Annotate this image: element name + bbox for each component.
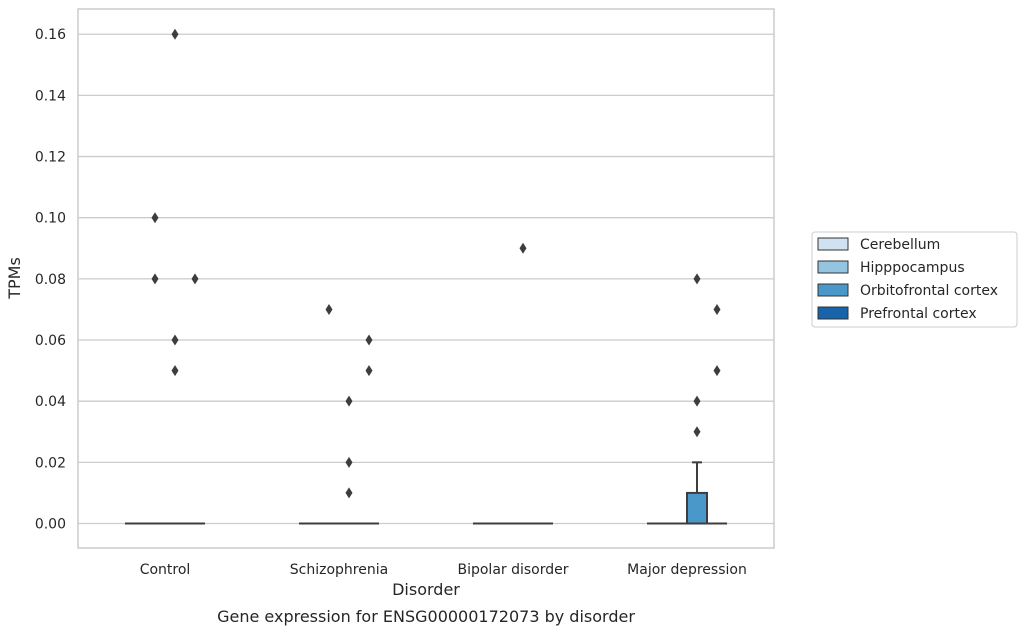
legend-label: Prefrontal cortex	[860, 306, 977, 322]
legend-item: Cerebellum	[817, 237, 940, 253]
y-tick-label: 0.08	[35, 272, 66, 288]
legend-item: Hipppocampus	[817, 260, 965, 276]
outlier-point	[693, 273, 701, 285]
legend-item: Prefrontal cortex	[817, 306, 977, 322]
x-axis-label: Disorder	[392, 580, 460, 599]
legend-swatch	[817, 237, 849, 251]
outlier-point	[171, 334, 179, 346]
boxes	[125, 461, 727, 525]
outlier-point	[345, 456, 353, 468]
legend-label: Hipppocampus	[860, 260, 965, 276]
x-tick-label: Schizophrenia	[290, 562, 388, 578]
outlier-point	[713, 303, 721, 315]
outlier-point	[713, 365, 721, 377]
y-axis-label: TPMs	[5, 257, 24, 300]
outlier-point	[151, 212, 159, 224]
chart-caption: Gene expression for ENSG00000172073 by d…	[217, 607, 635, 626]
y-tick-label: 0.04	[35, 394, 66, 410]
outlier-point	[325, 303, 333, 315]
box-body	[686, 491, 708, 525]
y-tick-label: 0.16	[35, 27, 66, 43]
outlier-point	[171, 28, 179, 40]
outlier-point	[345, 395, 353, 407]
legend-frame	[811, 231, 1018, 328]
legend-swatch	[817, 260, 849, 274]
x-tick-label: Bipolar disorder	[457, 562, 568, 578]
x-tick-label: Major depression	[627, 562, 747, 578]
outlier-point	[151, 273, 159, 285]
box-3-2	[686, 461, 708, 525]
x-tick-label: Control	[140, 562, 191, 578]
outlier-point	[693, 426, 701, 438]
legend-label: Orbitofrontal cortex	[860, 283, 998, 299]
y-tick-label: 0.06	[35, 333, 66, 349]
outlier-point	[693, 395, 701, 407]
outlier-point	[365, 334, 373, 346]
outlier-point	[191, 273, 199, 285]
plot-frame	[77, 8, 775, 549]
legend-label: Cerebellum	[860, 237, 940, 253]
legend-item: Orbitofrontal cortex	[817, 283, 998, 299]
outlier-point	[345, 487, 353, 499]
legend-swatch	[817, 283, 849, 297]
outlier-point	[365, 365, 373, 377]
grid-lines	[78, 33, 774, 525]
y-tick-label: 0.12	[35, 150, 66, 166]
y-tick-label: 0.10	[35, 211, 66, 227]
y-tick-label: 0.14	[35, 88, 66, 104]
legend-swatch	[817, 306, 849, 320]
x-axis: Control Schizophrenia Bipolar disorder Majo…	[140, 562, 747, 578]
outlier-point	[519, 242, 527, 254]
outlier-point	[171, 365, 179, 377]
y-tick-label: 0.00	[35, 517, 66, 533]
y-tick-label: 0.02	[35, 455, 66, 471]
legend: Cerebellum Hipppocampus Orbitofrontal cort…	[811, 231, 1018, 328]
y-axis: 0.00 0.02 0.04 0.06 0.08 0.10 0.12 0.14 0.16	[35, 27, 66, 532]
outliers	[151, 28, 721, 499]
